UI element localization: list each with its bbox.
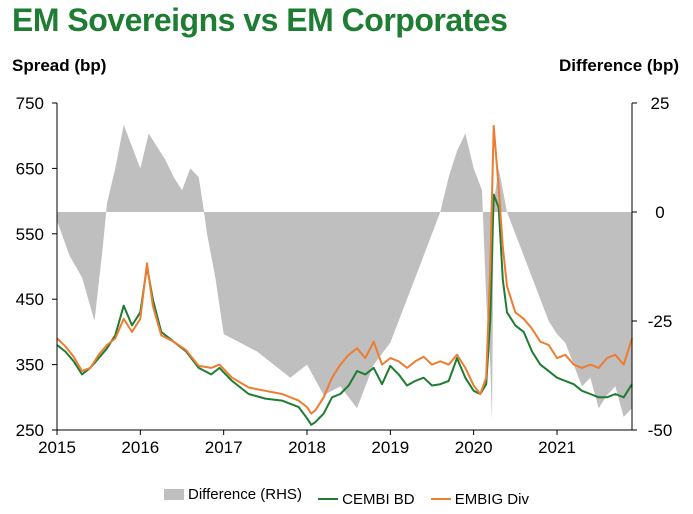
difference-area-layer xyxy=(57,124,632,422)
left-tick-label: 450 xyxy=(16,290,44,309)
legend-swatch-embig xyxy=(430,498,451,500)
left-tick-label: 250 xyxy=(16,421,44,440)
right-tick-label: -50 xyxy=(648,421,673,440)
left-axis-title: Spread (bp) xyxy=(12,56,107,75)
x-tick-label: 2019 xyxy=(371,438,409,457)
legend-label-difference: Difference (RHS) xyxy=(188,486,302,503)
right-tick-label: 25 xyxy=(651,94,670,113)
right-tick-label: -25 xyxy=(648,312,673,331)
left-tick-label: 550 xyxy=(16,225,44,244)
axes-layer xyxy=(52,102,637,435)
legend-label-cembi: CEMBI BD xyxy=(342,490,415,508)
legend-swatch-difference xyxy=(164,489,185,500)
legend-item-difference: Difference (RHS) xyxy=(164,486,302,503)
lines-layer xyxy=(56,124,633,426)
legend: Difference (RHS) CEMBI BD EMBIG Div xyxy=(0,486,693,508)
right-tick-label: 0 xyxy=(655,203,664,222)
left-tick-label: 750 xyxy=(16,94,44,113)
legend-item-embig: EMBIG Div xyxy=(430,490,529,508)
legend-label-embig: EMBIG Div xyxy=(454,490,529,508)
embig-line xyxy=(56,124,633,415)
x-tick-label: 2015 xyxy=(38,438,76,457)
x-tick-label: 2017 xyxy=(205,438,243,457)
x-tick-label: 2016 xyxy=(121,438,159,457)
chart-title: EM Sovereigns vs EM Corporates xyxy=(12,2,508,38)
left-tick-label: 650 xyxy=(16,159,44,178)
legend-swatch-cembi xyxy=(318,498,339,500)
right-axis-title: Difference (bp) xyxy=(559,56,679,75)
x-tick-label: 2018 xyxy=(288,438,326,457)
difference-area xyxy=(57,124,632,422)
left-tick-label: 350 xyxy=(16,356,44,375)
x-tick-label: 2021 xyxy=(538,438,576,457)
x-tick-label: 2020 xyxy=(455,438,493,457)
legend-item-cembi: CEMBI BD xyxy=(318,491,415,508)
